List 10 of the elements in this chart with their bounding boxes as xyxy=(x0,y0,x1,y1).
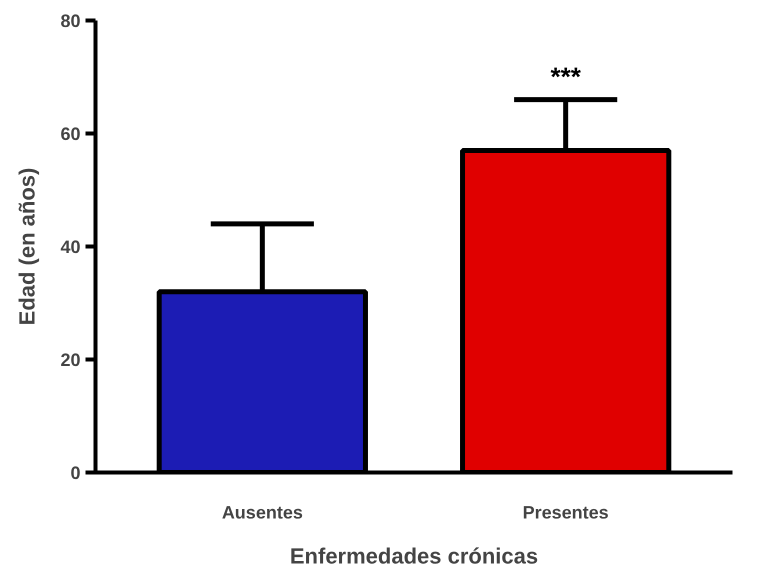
y-tick-label: 20 xyxy=(60,350,81,370)
x-tick-label: Ausentes xyxy=(222,502,303,522)
x-tick-label: Presentes xyxy=(522,502,609,522)
y-tick-label: 0 xyxy=(70,463,81,483)
y-tick-label: 40 xyxy=(60,237,81,257)
y-axis-title: Edad (en años) xyxy=(14,168,40,326)
y-tick-label: 80 xyxy=(60,11,81,31)
y-tick-label: 60 xyxy=(60,124,81,144)
annotation: *** xyxy=(550,62,582,92)
x-axis-title: Enfermedades crónicas xyxy=(290,544,538,568)
